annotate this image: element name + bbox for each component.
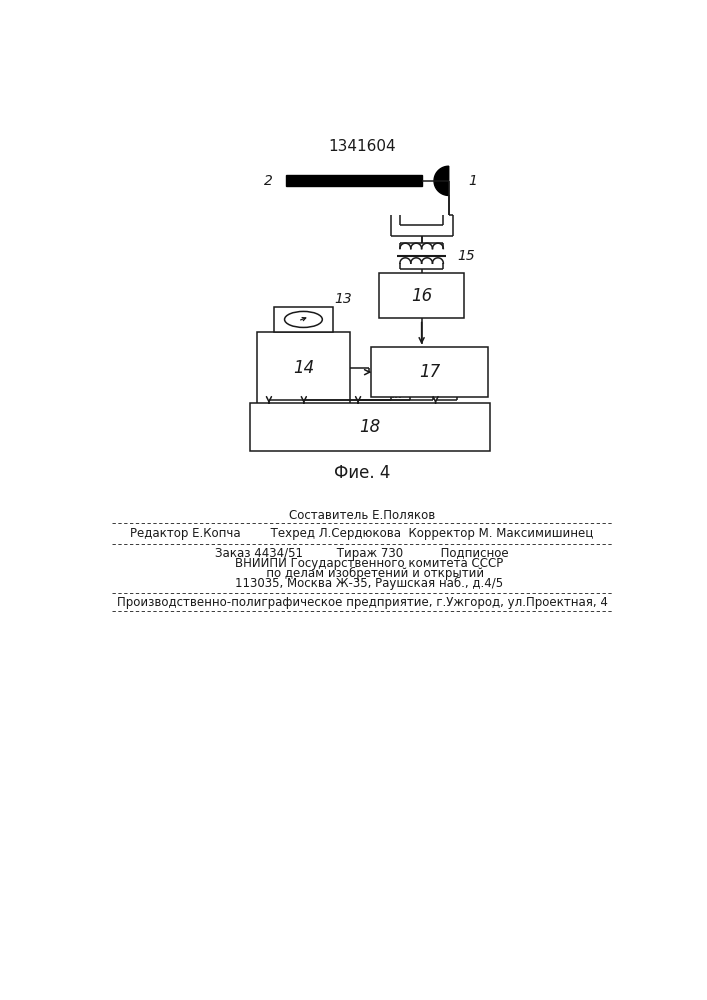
Text: 18: 18	[359, 418, 380, 436]
Text: 1: 1	[468, 174, 477, 188]
Text: по делам изобретений и открытий: по делам изобретений и открытий	[240, 567, 484, 580]
Ellipse shape	[284, 311, 322, 327]
Bar	[274, 307, 332, 332]
Text: ВНИИПИ Государственного комитета СССР: ВНИИПИ Государственного комитета СССР	[221, 557, 503, 570]
Text: 14: 14	[293, 359, 315, 377]
Text: Составитель Е.Поляков: Составитель Е.Поляков	[289, 509, 435, 522]
Text: 17: 17	[419, 363, 440, 381]
Polygon shape	[286, 175, 421, 186]
Bar	[257, 332, 351, 405]
Text: Производственно-полиграфическое предприятие, г.Ужгород, ул.Проектная, 4: Производственно-полиграфическое предприя…	[117, 596, 607, 609]
Text: 16: 16	[411, 287, 432, 305]
Text: 13: 13	[334, 292, 352, 306]
Bar	[250, 403, 490, 451]
Text: Фие. 4: Фие. 4	[334, 464, 390, 482]
Bar	[379, 273, 464, 318]
Bar	[371, 347, 488, 397]
Text: Заказ 4434/51         Тираж 730          Подписное: Заказ 4434/51 Тираж 730 Подписное	[215, 547, 509, 560]
Text: 2: 2	[264, 174, 273, 188]
Polygon shape	[434, 166, 449, 195]
Text: 1341604: 1341604	[328, 139, 396, 154]
Text: Редактор Е.Копча        Техред Л.Сердюкова  Корректор М. Максимишинец: Редактор Е.Копча Техред Л.Сердюкова Корр…	[130, 527, 594, 540]
Text: 113035, Москва Ж-35, Раушская наб., д.4/5: 113035, Москва Ж-35, Раушская наб., д.4/…	[221, 577, 503, 590]
Text: ...: ...	[391, 388, 403, 401]
Text: 15: 15	[457, 249, 475, 263]
